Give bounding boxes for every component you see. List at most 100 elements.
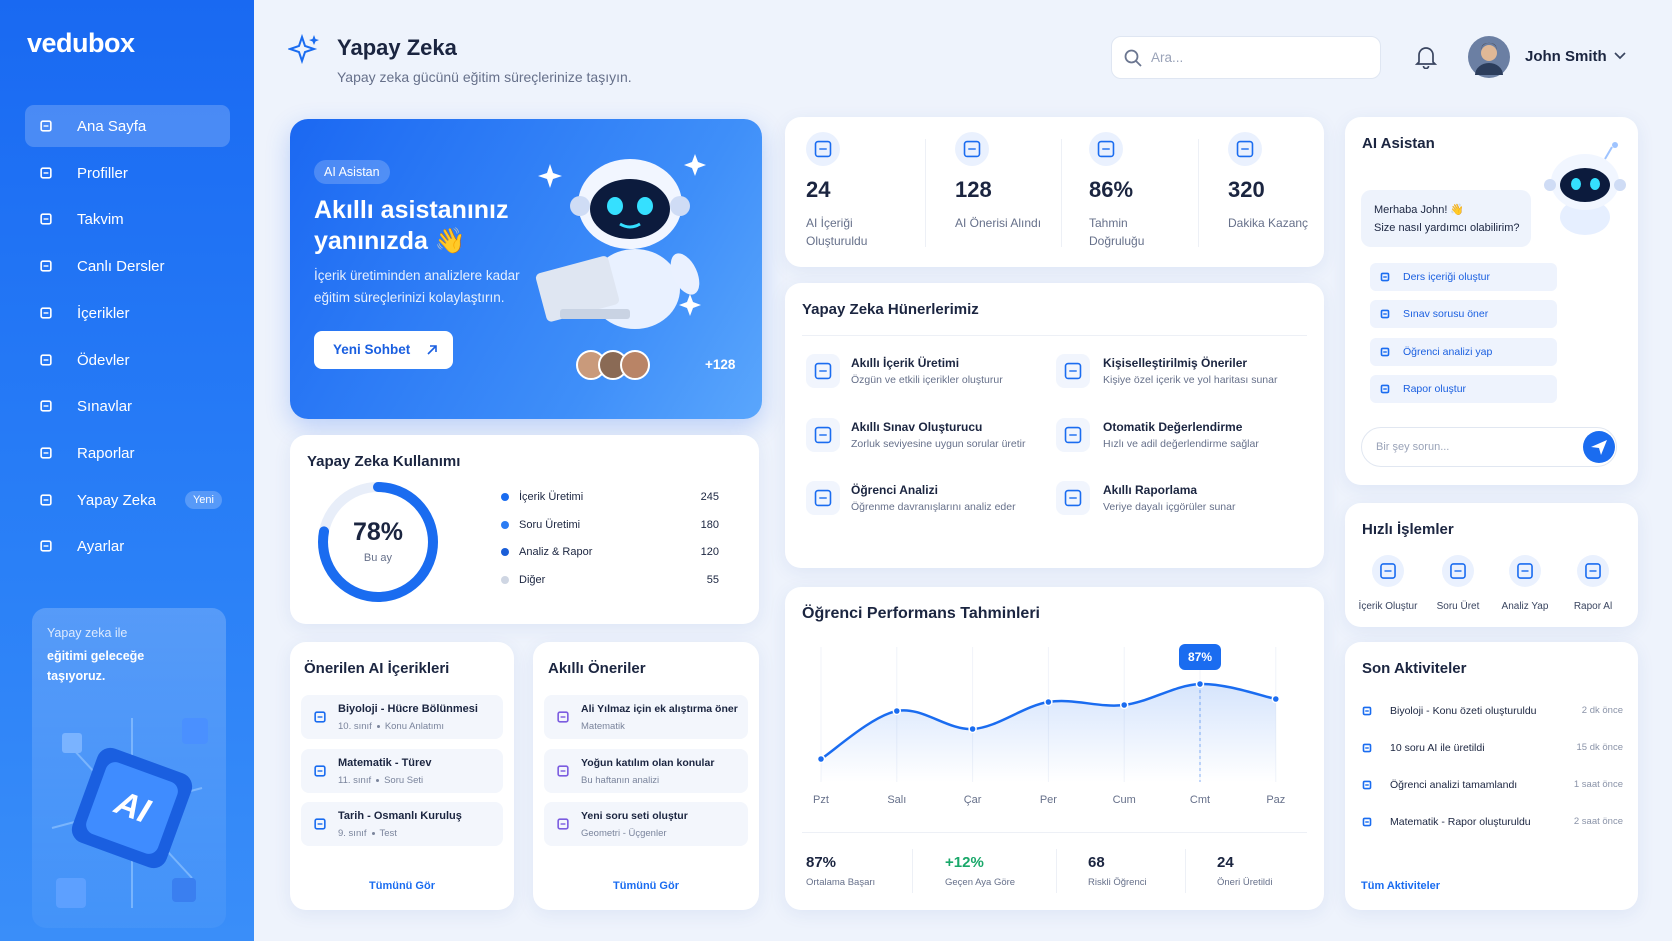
icon-shape: [1380, 309, 1390, 319]
avatar[interactable]: [1467, 35, 1511, 79]
item-meta: 9. sınıf Test: [338, 828, 397, 839]
stat-value: 24: [806, 177, 831, 202]
icon-shape: [1380, 563, 1396, 579]
x-tick-label: Salı: [887, 794, 906, 806]
see-all-link[interactable]: Tümünü Gör: [369, 880, 435, 892]
nav-item[interactable]: İçerikler: [25, 292, 230, 334]
icon-shape: [557, 818, 569, 830]
search-placeholder: Ara...: [1151, 50, 1184, 65]
icon-shape: [314, 818, 326, 830]
legend-label: İçerik Üretimi: [519, 491, 584, 503]
icon: [557, 711, 569, 723]
recommended-card: Önerilen AI İçerikleri Tümünü Gör Biyolo…: [290, 642, 514, 910]
stat-label: AI İçeriği Oluşturuldu: [806, 216, 868, 248]
nav-item[interactable]: Takvim: [25, 198, 230, 240]
icon: [1228, 132, 1262, 166]
donut-chart: 78% Bu ay: [318, 482, 438, 602]
icon: [1380, 272, 1390, 282]
chevron[interactable]: [1613, 51, 1627, 61]
icon: [40, 447, 52, 459]
nav-label: Profiller: [77, 164, 128, 182]
icon-shape: [1585, 563, 1601, 579]
send-button[interactable]: [1582, 430, 1616, 464]
quick-action[interactable]: İçerik Oluştur: [1353, 553, 1423, 617]
skills-card: Yapay Zeka Hünerlerimiz Akıllı İçerik Ür…: [785, 283, 1324, 568]
divider: [1198, 139, 1199, 247]
chat-input[interactable]: Bir şey sorun...: [1361, 427, 1617, 467]
icon-shape: [40, 493, 52, 506]
grade: 10. sınıf: [338, 721, 372, 732]
icon-shape: [40, 120, 52, 132]
kind: Soru Seti: [384, 775, 424, 786]
new-chat-button[interactable]: Yeni Sohbet: [314, 331, 453, 369]
prompt-label: Ders içeriği oluştur: [1403, 271, 1490, 283]
avatars-more: +128: [705, 357, 736, 372]
nav-item[interactable]: Ana Sayfa: [25, 105, 230, 147]
nav-item[interactable]: Sınavlar: [25, 385, 230, 427]
point: [1044, 697, 1053, 707]
nav-item[interactable]: Ayarlar: [25, 525, 230, 567]
icon: [40, 307, 52, 319]
icon: [557, 818, 569, 830]
legend-dot: [501, 520, 509, 529]
quick-action[interactable]: Analiz Yap: [1490, 553, 1560, 617]
area: [821, 683, 1276, 782]
activity-time: 2 saat önce: [1573, 816, 1623, 827]
greeting: Merhaba John! 👋: [1374, 204, 1465, 216]
x-tick-label: Çar: [964, 794, 982, 806]
icon: [1362, 817, 1372, 827]
icon: [806, 132, 840, 166]
suggestion-item[interactable]: Yoğun katılım olan konular Bu haftanın an…: [544, 749, 748, 793]
grade: 11. sınıf: [338, 775, 372, 786]
nav-item[interactable]: Canlı Dersler: [25, 245, 230, 287]
content-item[interactable]: Matematik - Türev 11. sınıf Soru Seti: [301, 749, 503, 793]
see-all-link[interactable]: Tümünü Gör: [613, 880, 679, 892]
nav-item[interactable]: Yapay Zeka Yeni: [25, 479, 230, 521]
icon-shape: [814, 140, 832, 158]
nav-label: Canlı Dersler: [77, 258, 165, 276]
quick-prompt[interactable]: Ders içeriği oluştur: [1370, 263, 1557, 291]
suggestion-item[interactable]: Ali Yılmaz için ek alıştırma öner Matemat…: [544, 695, 748, 739]
data-label: 87%: [1188, 650, 1212, 664]
quick-prompt[interactable]: Rapor oluştur: [1370, 374, 1557, 403]
icon-shape: [1450, 563, 1466, 579]
icon: [40, 493, 52, 506]
all-activities-link[interactable]: Tüm Aktiviteler: [1361, 880, 1441, 892]
card-title: Yapay Zeka Kullanımı: [307, 453, 461, 470]
line-chart: Pzt Salı Çar Per Cum Cmt Paz 87%: [813, 644, 1285, 806]
content-item[interactable]: Tarih - Osmanlı Kuruluş 9. sınıf Test: [301, 802, 503, 846]
icon: [40, 213, 52, 226]
quick-prompt[interactable]: Sınav sorusu öner: [1370, 300, 1557, 329]
skill-name: Kişiselleştirilmiş Öneriler: [1103, 356, 1248, 370]
summary-value: 24: [1217, 854, 1234, 871]
search[interactable]: Ara...: [1111, 36, 1381, 79]
quick-action[interactable]: Rapor Al: [1558, 553, 1628, 617]
nav-item[interactable]: Raporlar: [25, 432, 230, 474]
skill-desc: Veriye dayalı içgörüler sunar: [1103, 501, 1236, 513]
activity-text: Biyoloji - Konu özeti oluşturuldu: [1390, 705, 1537, 717]
logo[interactable]: vedubox: [27, 28, 135, 58]
icon: [1056, 354, 1090, 388]
bell[interactable]: [1415, 45, 1437, 69]
divider: [1061, 139, 1062, 247]
icon-shape: [1236, 140, 1254, 158]
separator: [376, 779, 380, 782]
icon-shape: [1064, 362, 1082, 380]
icon: [1362, 743, 1372, 753]
suggestion-item[interactable]: Yeni soru seti oluştur Geometri - Üçgenle…: [544, 802, 748, 846]
icon: [1056, 481, 1090, 515]
stat-value: 86%: [1089, 177, 1134, 202]
user-name[interactable]: John Smith: [1525, 48, 1607, 65]
icon: [1380, 309, 1390, 319]
x-tick-label: Pzt: [813, 794, 829, 806]
quick-action[interactable]: Soru Üret: [1423, 553, 1493, 617]
x-tick-label: Cmt: [1190, 794, 1210, 806]
nav-item[interactable]: Ödevler: [25, 339, 230, 381]
legend-value: 245: [700, 491, 719, 503]
icon-shape: [314, 711, 326, 723]
content-item[interactable]: Biyoloji - Hücre Bölünmesi 10. sınıf Konu …: [301, 695, 503, 739]
icon-shape: [1517, 563, 1533, 579]
quick-prompt[interactable]: Öğrenci analizi yap: [1370, 337, 1557, 366]
nav-item[interactable]: Profiller: [25, 152, 230, 194]
icon-shape: [963, 140, 981, 158]
